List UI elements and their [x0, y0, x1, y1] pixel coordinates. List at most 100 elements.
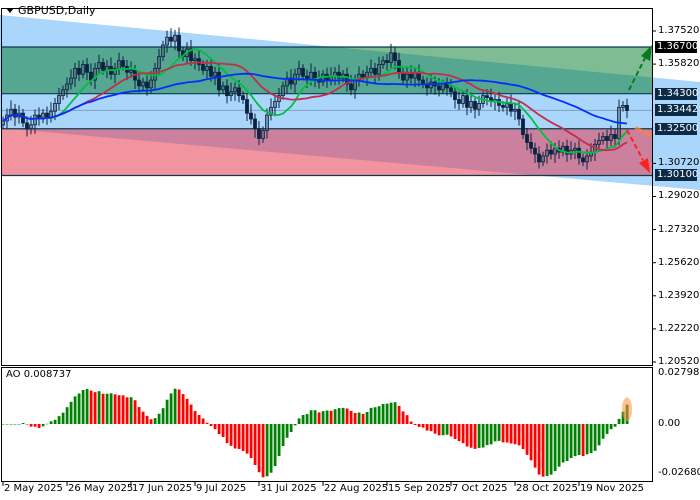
- ao-bar: [33, 424, 37, 427]
- date-axis-label: 28 Oct 2025: [516, 483, 578, 494]
- price-axis-label: 1.25620: [658, 256, 700, 268]
- ao-bar: [201, 418, 205, 424]
- ao-bar: [241, 424, 245, 451]
- ao-bar: [257, 424, 261, 473]
- candle-bear: [537, 153, 541, 163]
- candle-bear: [437, 85, 441, 91]
- ao-bar: [217, 424, 221, 435]
- candle-bear: [385, 60, 389, 63]
- ao-bar: [57, 416, 61, 424]
- candle-bear: [249, 112, 253, 120]
- candle-bear: [21, 112, 25, 124]
- ao-bar: [21, 422, 25, 424]
- price-axis-label: 1.30720: [658, 157, 700, 169]
- candle-bear: [201, 64, 205, 71]
- price-axis-label: 1.29020: [658, 190, 700, 202]
- ao-bar: [181, 394, 185, 424]
- candle-bear: [449, 87, 453, 93]
- ao-bar: [309, 410, 313, 424]
- ao-bar: [209, 424, 213, 427]
- candle-bull: [265, 114, 269, 132]
- ao-bar: [561, 424, 565, 463]
- candle-bull: [353, 79, 357, 91]
- ao-bar: [141, 411, 145, 424]
- candle-bear: [241, 95, 245, 100]
- candle-bull: [461, 95, 465, 104]
- ao-bar: [385, 403, 389, 424]
- ao-bar: [193, 411, 197, 424]
- ao-bar: [469, 424, 473, 448]
- candle-bear: [85, 64, 89, 73]
- ao-bar: [285, 424, 289, 438]
- bullish-arrowhead: [641, 45, 652, 61]
- candle-bear: [313, 71, 317, 79]
- ao-bar: [329, 410, 333, 424]
- ao-axis-label: 0.00: [658, 418, 681, 429]
- symbol-label: GBPUSD,Daily: [18, 4, 96, 17]
- ao-bar: [125, 397, 129, 424]
- orange-projection: [634, 126, 653, 138]
- ao-bar: [453, 424, 457, 439]
- ao-bar: [161, 408, 165, 424]
- ao-bar: [361, 413, 365, 424]
- ao-bar: [485, 424, 489, 446]
- candle-bull: [513, 108, 517, 112]
- dropdown-triangle-icon[interactable]: [6, 8, 14, 13]
- ao-bar: [373, 407, 377, 424]
- ma-21-line: [2, 61, 628, 152]
- ao-bar: [13, 424, 17, 425]
- ao-bar: [29, 424, 33, 427]
- ao-bar: [169, 393, 173, 424]
- candle-bull: [213, 71, 217, 77]
- candle-bear: [549, 149, 553, 155]
- ao-bar: [537, 424, 541, 475]
- candle-bull: [477, 103, 481, 110]
- ao-bar: [253, 424, 257, 465]
- ao-bar: [41, 424, 45, 427]
- candle-bear: [445, 83, 449, 89]
- candle-bull: [541, 155, 545, 163]
- price-level-label: 1.34300: [655, 87, 699, 100]
- ao-bar: [589, 424, 593, 454]
- ao-bar: [261, 424, 265, 478]
- candle-bear: [521, 118, 525, 135]
- ao-bar: [409, 421, 413, 424]
- ao-bar: [73, 396, 77, 424]
- ao-bar: [357, 412, 361, 424]
- candle-bull: [469, 101, 473, 108]
- ao-bar: [197, 414, 201, 424]
- candle-bull: [173, 34, 177, 42]
- candle-bull: [297, 67, 301, 75]
- candle-bull: [273, 101, 277, 108]
- ao-bar: [473, 424, 477, 449]
- candle-bull: [553, 147, 557, 155]
- candle-bull: [585, 155, 589, 163]
- price-axis-label: 1.37520: [658, 25, 700, 36]
- candle-bear: [225, 85, 229, 97]
- ao-bar: [81, 390, 85, 424]
- ao-bar: [569, 424, 573, 459]
- bearish-arrow: [626, 129, 644, 161]
- candle-bear: [457, 99, 461, 104]
- ao-bar: [113, 394, 117, 424]
- ao-bar: [353, 413, 357, 424]
- candle-bear: [581, 157, 585, 163]
- ao-bar: [541, 424, 545, 477]
- ao-bar: [381, 404, 385, 424]
- candle-bull: [29, 124, 33, 130]
- ao-bar: [549, 424, 553, 475]
- ao-highlight: [622, 397, 632, 422]
- ao-bar: [129, 397, 133, 424]
- ao-bar: [365, 412, 369, 424]
- price-axis-label: 1.27320: [658, 223, 700, 235]
- candle-bull: [69, 77, 73, 85]
- ao-bar: [5, 424, 9, 425]
- forecast-arrows: [626, 45, 653, 173]
- candle-bull: [621, 104, 625, 108]
- ao-bar: [389, 402, 393, 424]
- ao-bar: [133, 400, 137, 424]
- symbol-title[interactable]: GBPUSD,Daily: [6, 4, 96, 17]
- candle-bear: [517, 108, 521, 120]
- candle-bull: [229, 91, 233, 97]
